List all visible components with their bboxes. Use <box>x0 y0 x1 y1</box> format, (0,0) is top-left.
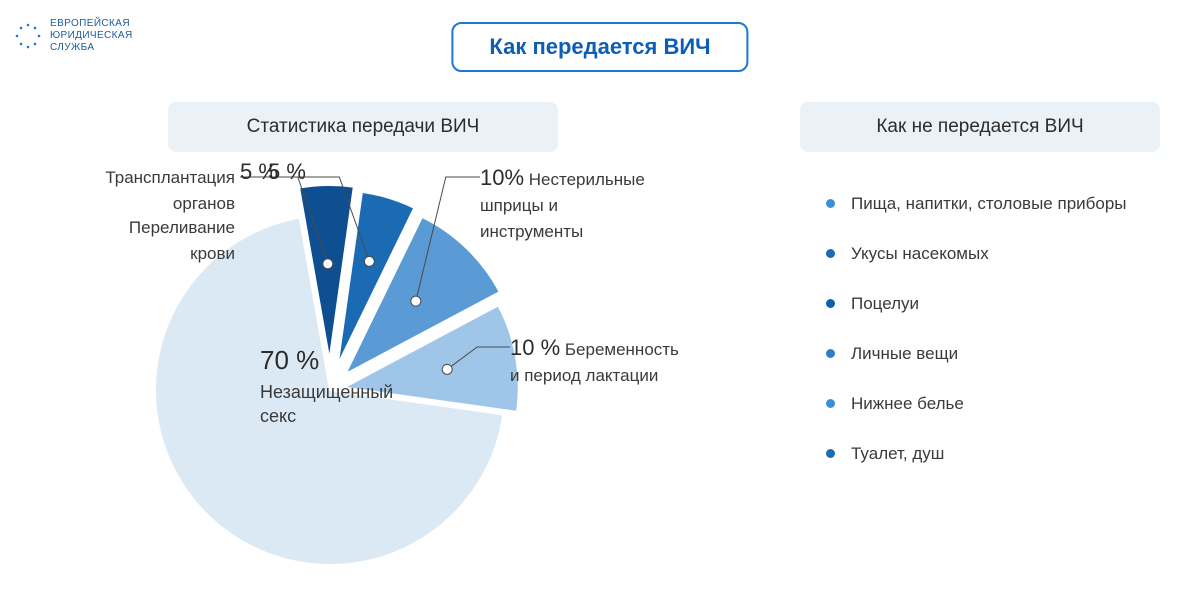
bullet-icon <box>826 349 835 358</box>
bullet-icon <box>826 249 835 258</box>
logo-stars-icon <box>14 22 42 50</box>
logo-line2: ЮРИДИЧЕСКАЯ <box>50 30 133 42</box>
not-transmitted-label: Туалет, душ <box>851 442 944 466</box>
not-transmitted-item: Личные вещи <box>826 342 1160 366</box>
not-transmitted-label: Укусы насекомых <box>851 242 989 266</box>
leader-marker-icon <box>323 259 333 269</box>
right-header: Как не передается ВИЧ <box>800 102 1160 152</box>
leader-marker-icon <box>442 364 452 374</box>
not-transmitted-label: Поцелуи <box>851 292 919 316</box>
not-transmitted-item: Пища, напитки, столовые приборы <box>826 192 1160 216</box>
callout-sex: Незащищенныйсекс <box>260 380 393 428</box>
not-transmitted-item: Туалет, душ <box>826 442 1160 466</box>
logo-text: ЕВРОПЕЙСКАЯ ЮРИДИЧЕСКАЯ СЛУЖБА <box>50 18 133 54</box>
not-transmitted-label: Пища, напитки, столовые приборы <box>851 192 1127 216</box>
not-transmitted-item: Укусы насекомых <box>826 242 1160 266</box>
not-transmitted-label: Личные вещи <box>851 342 958 366</box>
pie-chart-region: 5 %Переливаниекрови5 %Трансплантация орг… <box>40 165 740 585</box>
not-transmitted-item: Нижнее белье <box>826 392 1160 416</box>
not-transmitted-list: Пища, напитки, столовые приборы Укусы нас… <box>800 192 1160 466</box>
bullet-icon <box>826 449 835 458</box>
bullet-icon <box>826 199 835 208</box>
bullet-icon <box>826 399 835 408</box>
logo: ЕВРОПЕЙСКАЯ ЮРИДИЧЕСКАЯ СЛУЖБА <box>14 18 133 54</box>
callout-pregnancy: 10 % Беременностьи период лактации <box>510 335 679 389</box>
leader-marker-icon <box>364 256 374 266</box>
not-transmitted-item: Поцелуи <box>826 292 1160 316</box>
leader-marker-icon <box>411 296 421 306</box>
not-transmitted-label: Нижнее белье <box>851 392 964 416</box>
pct-sex: 70 % <box>260 345 319 376</box>
logo-line1: ЕВРОПЕЙСКАЯ <box>50 18 133 30</box>
callout-organ: Трансплантация органов <box>45 165 235 217</box>
callout-needles: 10% Нестерильныешприцы иинструменты <box>480 165 645 245</box>
pct-organ: 5 % <box>268 159 306 187</box>
logo-line3: СЛУЖБА <box>50 42 133 54</box>
bullet-icon <box>826 299 835 308</box>
callout-blood: Переливаниекрови <box>45 215 235 267</box>
left-section: Статистика передачи ВИЧ <box>168 102 558 152</box>
left-header: Статистика передачи ВИЧ <box>168 102 558 152</box>
page-title: Как передается ВИЧ <box>451 22 748 72</box>
right-section: Как не передается ВИЧ Пища, напитки, сто… <box>800 102 1160 492</box>
